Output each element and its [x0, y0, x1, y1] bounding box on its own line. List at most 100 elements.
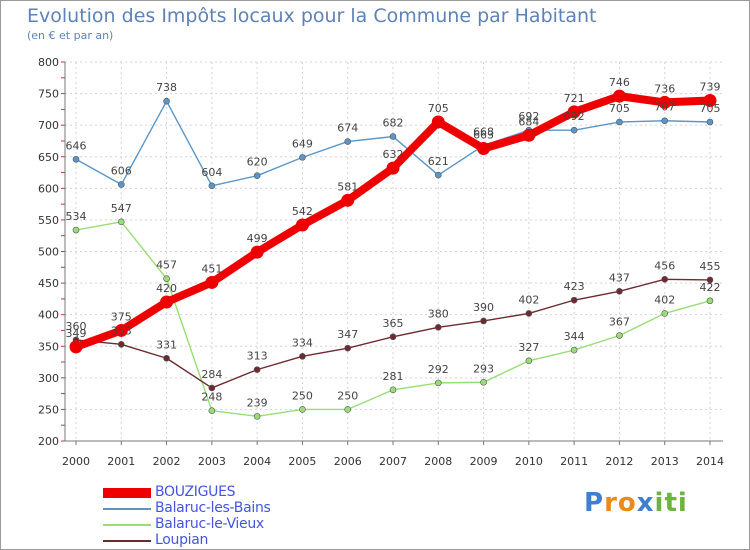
data-label-bouzigues-2003: 451 — [201, 262, 222, 275]
data-label-bouzigues-2006: 581 — [337, 180, 358, 193]
data-label-bouzigues-2014: 739 — [700, 81, 721, 94]
logo-letter-5: t — [664, 488, 678, 518]
data-point-loupian-2006 — [344, 344, 352, 352]
data-point-balaruc-les-bains-2002 — [163, 97, 170, 105]
data-label-balaruc-le-vieux-2000: 534 — [66, 210, 87, 223]
data-label-balaruc-le-vieux-2006: 250 — [337, 389, 358, 402]
data-label-loupian-2009: 390 — [473, 301, 494, 314]
data-point-loupian-2011 — [570, 296, 578, 304]
data-label-balaruc-le-vieux-2003: 248 — [201, 391, 222, 404]
data-label-balaruc-le-vieux-2012: 367 — [609, 316, 630, 329]
data-point-loupian-2001 — [117, 341, 125, 348]
data-point-loupian-2004 — [253, 366, 261, 373]
data-point-bouzigues-2013 — [658, 95, 672, 109]
data-label-balaruc-les-bains-2002: 738 — [156, 81, 177, 94]
legend-swatch-bouzigues — [103, 488, 151, 498]
y-tick-label-650: 650 — [38, 151, 59, 164]
logo-letter-2: o — [617, 488, 637, 518]
data-point-bouzigues-2001 — [114, 323, 128, 337]
data-point-balaruc-les-bains-2008 — [434, 171, 442, 179]
x-tick-label-2006: 2006 — [334, 455, 362, 468]
data-label-bouzigues-2005: 542 — [292, 205, 313, 218]
data-label-balaruc-les-bains-2007: 682 — [383, 117, 404, 130]
x-tick-label-2003: 2003 — [198, 455, 226, 468]
x-tick-label-2009: 2009 — [470, 455, 498, 468]
data-label-bouzigues-2001: 375 — [111, 310, 132, 323]
data-label-balaruc-le-vieux-2002: 457 — [156, 259, 177, 272]
data-point-bouzigues-2008 — [431, 115, 445, 129]
data-label-balaruc-les-bains-2003: 604 — [201, 166, 222, 179]
data-label-loupian-2005: 334 — [292, 336, 313, 349]
logo-letter-3: x — [636, 488, 655, 518]
y-tick-label-550: 550 — [38, 214, 59, 227]
legend-label-loupian: Loupian — [155, 532, 209, 548]
y-tick-label-200: 200 — [38, 435, 59, 448]
data-label-balaruc-les-bains-2011: 692 — [564, 110, 585, 123]
data-point-loupian-2010 — [525, 310, 533, 317]
data-label-balaruc-les-bains-2004: 620 — [247, 156, 268, 169]
data-point-balaruc-le-vieux-2005 — [299, 406, 306, 413]
data-label-bouzigues-2000: 349 — [66, 327, 87, 340]
data-point-balaruc-le-vieux-2011 — [570, 346, 578, 354]
data-point-balaruc-le-vieux-2007 — [389, 386, 397, 394]
data-point-bouzigues-2007 — [386, 161, 400, 175]
logo-letter-0: P — [584, 488, 605, 518]
data-point-loupian-2002 — [163, 354, 170, 362]
data-point-balaruc-les-bains-2005 — [299, 154, 306, 161]
data-point-loupian-2009 — [480, 317, 487, 325]
data-point-balaruc-les-bains-2012 — [616, 118, 623, 126]
data-label-bouzigues-2010: 684 — [518, 115, 539, 128]
data-point-balaruc-le-vieux-2004 — [253, 413, 261, 420]
data-label-balaruc-le-vieux-2010: 327 — [518, 341, 539, 354]
data-label-bouzigues-2013: 736 — [654, 82, 675, 95]
data-label-loupian-2007: 365 — [383, 317, 404, 330]
data-label-loupian-2010: 402 — [518, 293, 539, 306]
data-label-balaruc-les-bains-2013: 707 — [654, 101, 675, 114]
logo-letter-4: i — [654, 488, 665, 518]
data-point-balaruc-le-vieux-2006 — [344, 406, 352, 413]
data-point-bouzigues-2002 — [160, 295, 174, 309]
data-label-balaruc-les-bains-2006: 674 — [337, 122, 358, 135]
data-label-loupian-2006: 347 — [337, 328, 358, 341]
grid-layer — [65, 61, 723, 442]
data-label-balaruc-les-bains-2010: 692 — [518, 110, 539, 123]
data-point-bouzigues-2011 — [567, 105, 581, 119]
axis-layer: 200 250 300 350 400 450 500 550 600 650 700 750 800 2… — [38, 56, 724, 468]
data-label-balaruc-les-bains-2014: 705 — [700, 102, 721, 115]
data-point-balaruc-les-bains-2006 — [344, 138, 352, 145]
x-tick-label-2014: 2014 — [696, 455, 724, 468]
data-point-balaruc-les-bains-2001 — [117, 181, 125, 188]
data-point-balaruc-le-vieux-2012 — [616, 332, 623, 339]
data-label-balaruc-le-vieux-2009: 293 — [473, 362, 494, 375]
legend-label-balaruc-le-vieux: Balaruc-le-Vieux — [155, 516, 264, 532]
legend-swatch-balaruc-le-vieux — [103, 524, 151, 526]
x-tick-label-2000: 2000 — [62, 455, 90, 468]
data-label-bouzigues-2004: 499 — [247, 232, 268, 245]
data-point-loupian-2014 — [706, 276, 714, 284]
data-label-bouzigues-2009: 663 — [473, 129, 494, 142]
x-tick-label-2008: 2008 — [424, 455, 452, 468]
y-tick-label-400: 400 — [38, 309, 59, 322]
data-point-bouzigues-2006 — [341, 193, 355, 207]
data-label-balaruc-les-bains-2001: 606 — [111, 165, 132, 178]
data-point-bouzigues-2010 — [522, 128, 536, 142]
data-point-balaruc-le-vieux-2001 — [117, 218, 125, 226]
data-point-balaruc-les-bains-2014 — [706, 118, 714, 126]
x-tick-label-2012: 2012 — [605, 455, 633, 468]
x-tick-label-2001: 2001 — [107, 455, 135, 468]
legend-swatch-loupian — [103, 540, 151, 542]
data-label-balaruc-les-bains-2000: 646 — [66, 139, 87, 152]
legend-label-bouzigues: BOUZIGUES — [155, 484, 236, 500]
x-tick-label-2011: 2011 — [560, 455, 588, 468]
data-label-balaruc-le-vieux-2014: 422 — [700, 281, 721, 294]
data-label-loupian-2001: 353 — [111, 324, 132, 337]
data-label-loupian-2011: 423 — [564, 280, 585, 293]
data-point-bouzigues-2014 — [703, 94, 717, 108]
data-point-balaruc-le-vieux-2003 — [208, 407, 216, 414]
data-point-loupian-2007 — [389, 333, 397, 341]
legend-swatch-balaruc-les-bains — [103, 508, 151, 510]
x-tick-label-2005: 2005 — [288, 455, 316, 468]
data-point-bouzigues-2009 — [477, 142, 491, 156]
data-label-loupian-2008: 380 — [428, 307, 449, 320]
x-tick-label-2002: 2002 — [153, 455, 181, 468]
